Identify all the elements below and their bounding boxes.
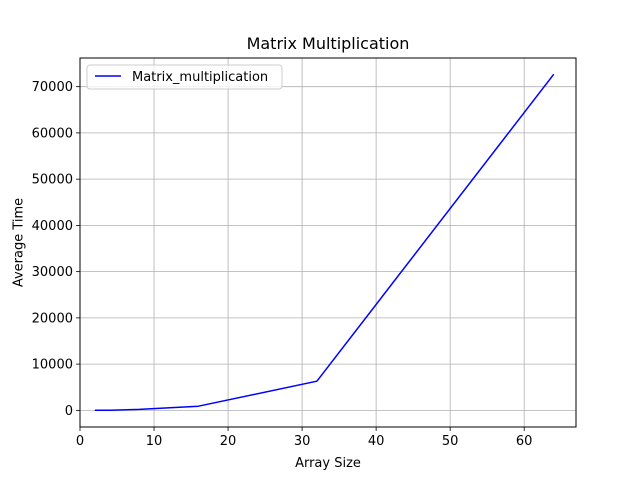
y-tick-label: 10000 (32, 358, 73, 373)
y-tick-label: 50000 (32, 173, 73, 188)
ticks: 0 10 20 30 40 50 60 0 10000 20000 30000 40000 50000 6… (32, 80, 533, 449)
chart-title: Matrix Multiplication (247, 34, 410, 53)
plot-frame (79, 57, 577, 428)
legend-box (86, 64, 283, 90)
y-tick-label: 60000 (32, 126, 73, 141)
grid (79, 58, 576, 427)
x-tick-label: 30 (294, 434, 311, 449)
series-layer (94, 73, 555, 412)
x-tick-label: 0 (76, 434, 84, 449)
x-tick-label: 50 (442, 434, 459, 449)
x-tick-label: 60 (516, 434, 533, 449)
y-tick-label: 20000 (32, 311, 73, 326)
x-tick-label: 20 (220, 434, 237, 449)
legend-label: Matrix_multiplication (132, 70, 268, 85)
x-tick-label: 10 (146, 434, 163, 449)
y-tick-label: 30000 (32, 265, 73, 280)
series-line (94, 73, 555, 412)
x-axis-label: Array Size (295, 456, 361, 471)
x-tick-label: 40 (368, 434, 385, 449)
y-tick-label: 40000 (32, 219, 73, 234)
y-tick-label: 0 (65, 404, 73, 419)
y-axis-label: Average Time (12, 198, 27, 287)
legend: Matrix_multiplication (86, 64, 283, 90)
y-tick-label: 70000 (32, 80, 73, 95)
